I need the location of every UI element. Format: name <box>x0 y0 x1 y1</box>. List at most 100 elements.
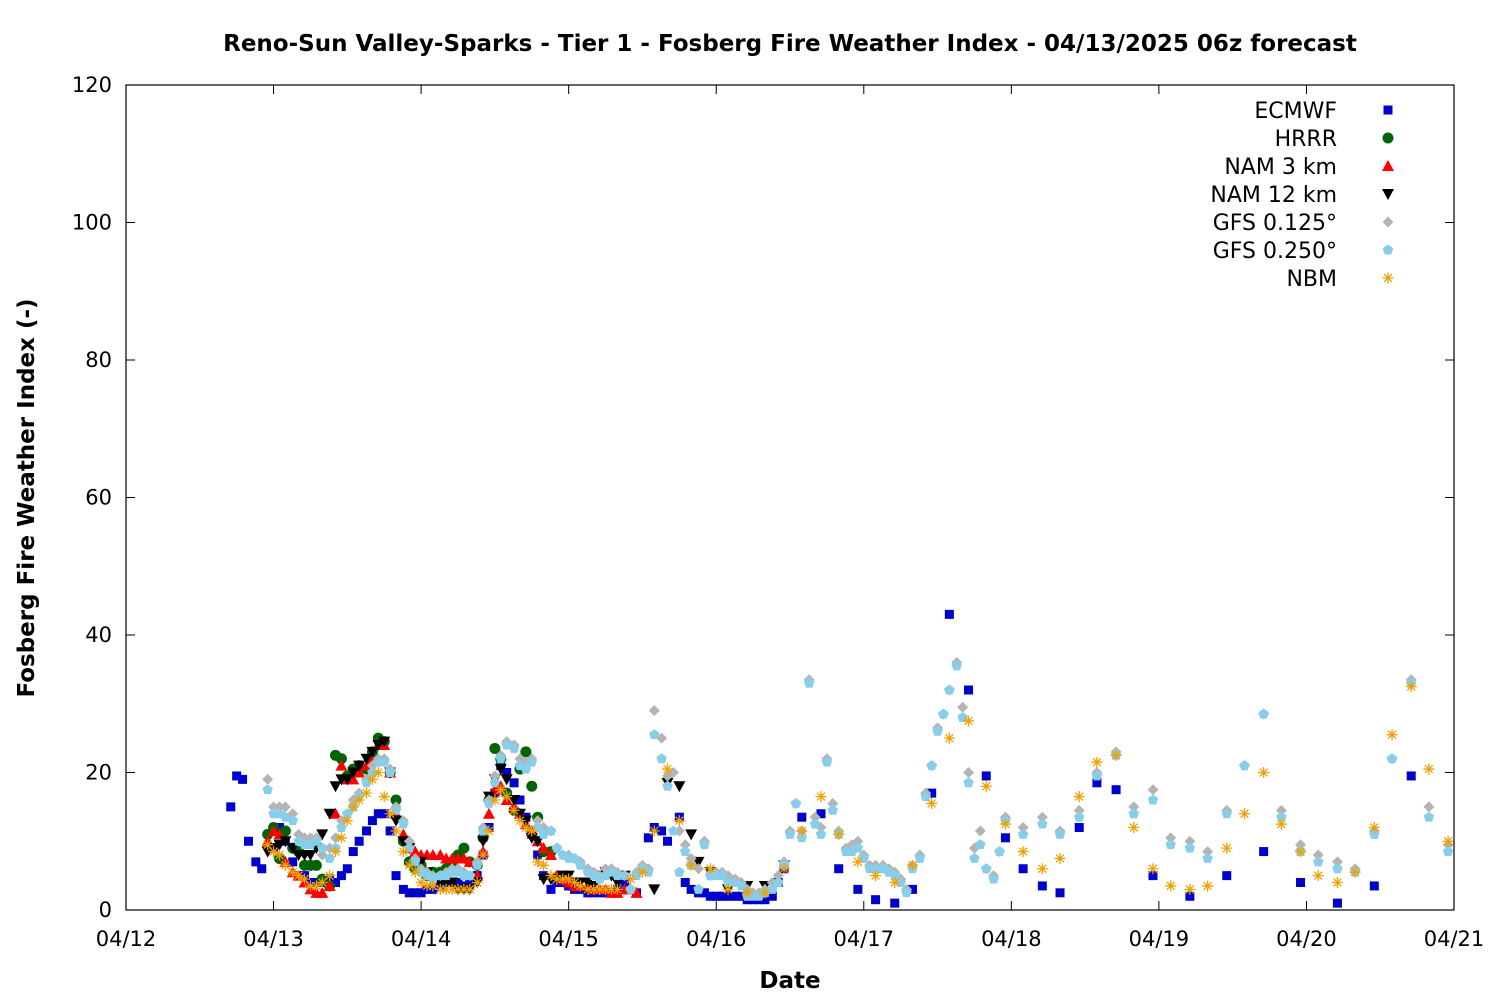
data-point <box>532 856 544 868</box>
data-point <box>390 815 403 827</box>
data-point <box>667 767 679 778</box>
data-point <box>390 804 402 815</box>
data-point <box>403 835 415 847</box>
data-point <box>679 839 691 851</box>
data-point <box>686 884 696 894</box>
data-point <box>1055 888 1065 898</box>
x-tick-label: 04/15 <box>538 927 599 951</box>
data-point <box>1258 708 1269 719</box>
data-point <box>416 888 426 898</box>
data-point <box>299 873 311 885</box>
data-point <box>513 808 526 820</box>
data-point <box>833 828 845 840</box>
data-point <box>889 870 900 881</box>
data-point <box>262 839 274 851</box>
data-point <box>932 725 943 736</box>
data-point <box>821 756 833 767</box>
data-point <box>809 811 821 823</box>
legend: ECMWF HRRR NAM 3 km NAM 12 km GFS 0.125° GFS … <box>1210 99 1394 292</box>
data-point <box>347 801 359 813</box>
data-point <box>330 846 342 858</box>
data-point <box>963 715 975 727</box>
data-point <box>767 891 777 901</box>
data-point <box>730 891 740 901</box>
data-point <box>1221 842 1233 854</box>
data-point <box>969 852 980 863</box>
data-point <box>1165 880 1177 892</box>
data-point <box>648 884 661 896</box>
legend-label: NAM 3 km <box>1224 155 1337 180</box>
data-point <box>685 829 698 841</box>
series-nbm <box>262 681 1454 899</box>
data-point <box>803 677 815 688</box>
data-point <box>963 767 975 778</box>
x-tick-label: 04/13 <box>243 927 304 951</box>
data-point <box>705 891 715 901</box>
data-point <box>279 836 292 848</box>
data-point <box>693 863 705 875</box>
data-point <box>722 883 734 895</box>
data-point <box>557 873 569 885</box>
data-point <box>494 764 507 776</box>
data-point <box>619 870 630 881</box>
data-point <box>538 828 549 839</box>
data-point <box>600 883 612 895</box>
data-point <box>994 846 1005 857</box>
data-point <box>790 797 802 808</box>
data-point <box>323 808 336 820</box>
data-point <box>656 753 667 764</box>
data-point <box>1165 839 1176 850</box>
data-point <box>273 849 285 861</box>
data-point <box>1368 822 1380 833</box>
data-point <box>353 760 366 772</box>
data-point <box>390 794 402 806</box>
data-point <box>772 870 784 882</box>
data-point <box>1147 863 1159 875</box>
data-point <box>1017 846 1029 858</box>
data-point <box>361 787 373 799</box>
data-point <box>465 878 475 887</box>
data-point <box>636 866 648 878</box>
data-point <box>1128 801 1140 813</box>
data-point <box>717 891 727 901</box>
data-point <box>870 863 881 874</box>
data-point <box>287 815 298 826</box>
y-tick-label: 100 <box>72 211 112 235</box>
data-point <box>453 878 463 887</box>
data-point <box>1185 891 1195 901</box>
data-point <box>815 791 827 803</box>
data-point <box>680 846 691 857</box>
data-point <box>335 759 348 771</box>
data-point <box>1202 846 1214 858</box>
data-point <box>1054 828 1066 839</box>
data-point <box>662 780 673 791</box>
data-point <box>551 842 563 853</box>
data-point <box>409 845 422 857</box>
data-point <box>1110 749 1122 761</box>
data-point <box>551 873 563 885</box>
data-point <box>508 804 520 816</box>
data-point <box>502 768 512 777</box>
data-point <box>853 884 863 894</box>
data-point <box>341 774 354 786</box>
data-point <box>643 833 653 843</box>
data-point <box>526 756 538 767</box>
data-point <box>1405 681 1417 693</box>
data-point <box>398 884 408 894</box>
data-point <box>834 864 844 874</box>
data-point <box>457 852 470 864</box>
plot-frame <box>125 84 1455 911</box>
data-point <box>692 856 705 868</box>
data-point <box>648 705 660 717</box>
data-point <box>366 746 379 758</box>
legend-label: NAM 12 km <box>1210 183 1337 208</box>
data-point <box>482 807 495 819</box>
data-point <box>784 828 796 839</box>
data-point <box>1312 849 1324 861</box>
data-point <box>722 877 734 887</box>
data-point <box>1313 856 1324 867</box>
data-point <box>347 767 360 779</box>
data-point <box>1184 842 1196 853</box>
data-point <box>1423 763 1435 775</box>
data-point <box>575 859 586 870</box>
